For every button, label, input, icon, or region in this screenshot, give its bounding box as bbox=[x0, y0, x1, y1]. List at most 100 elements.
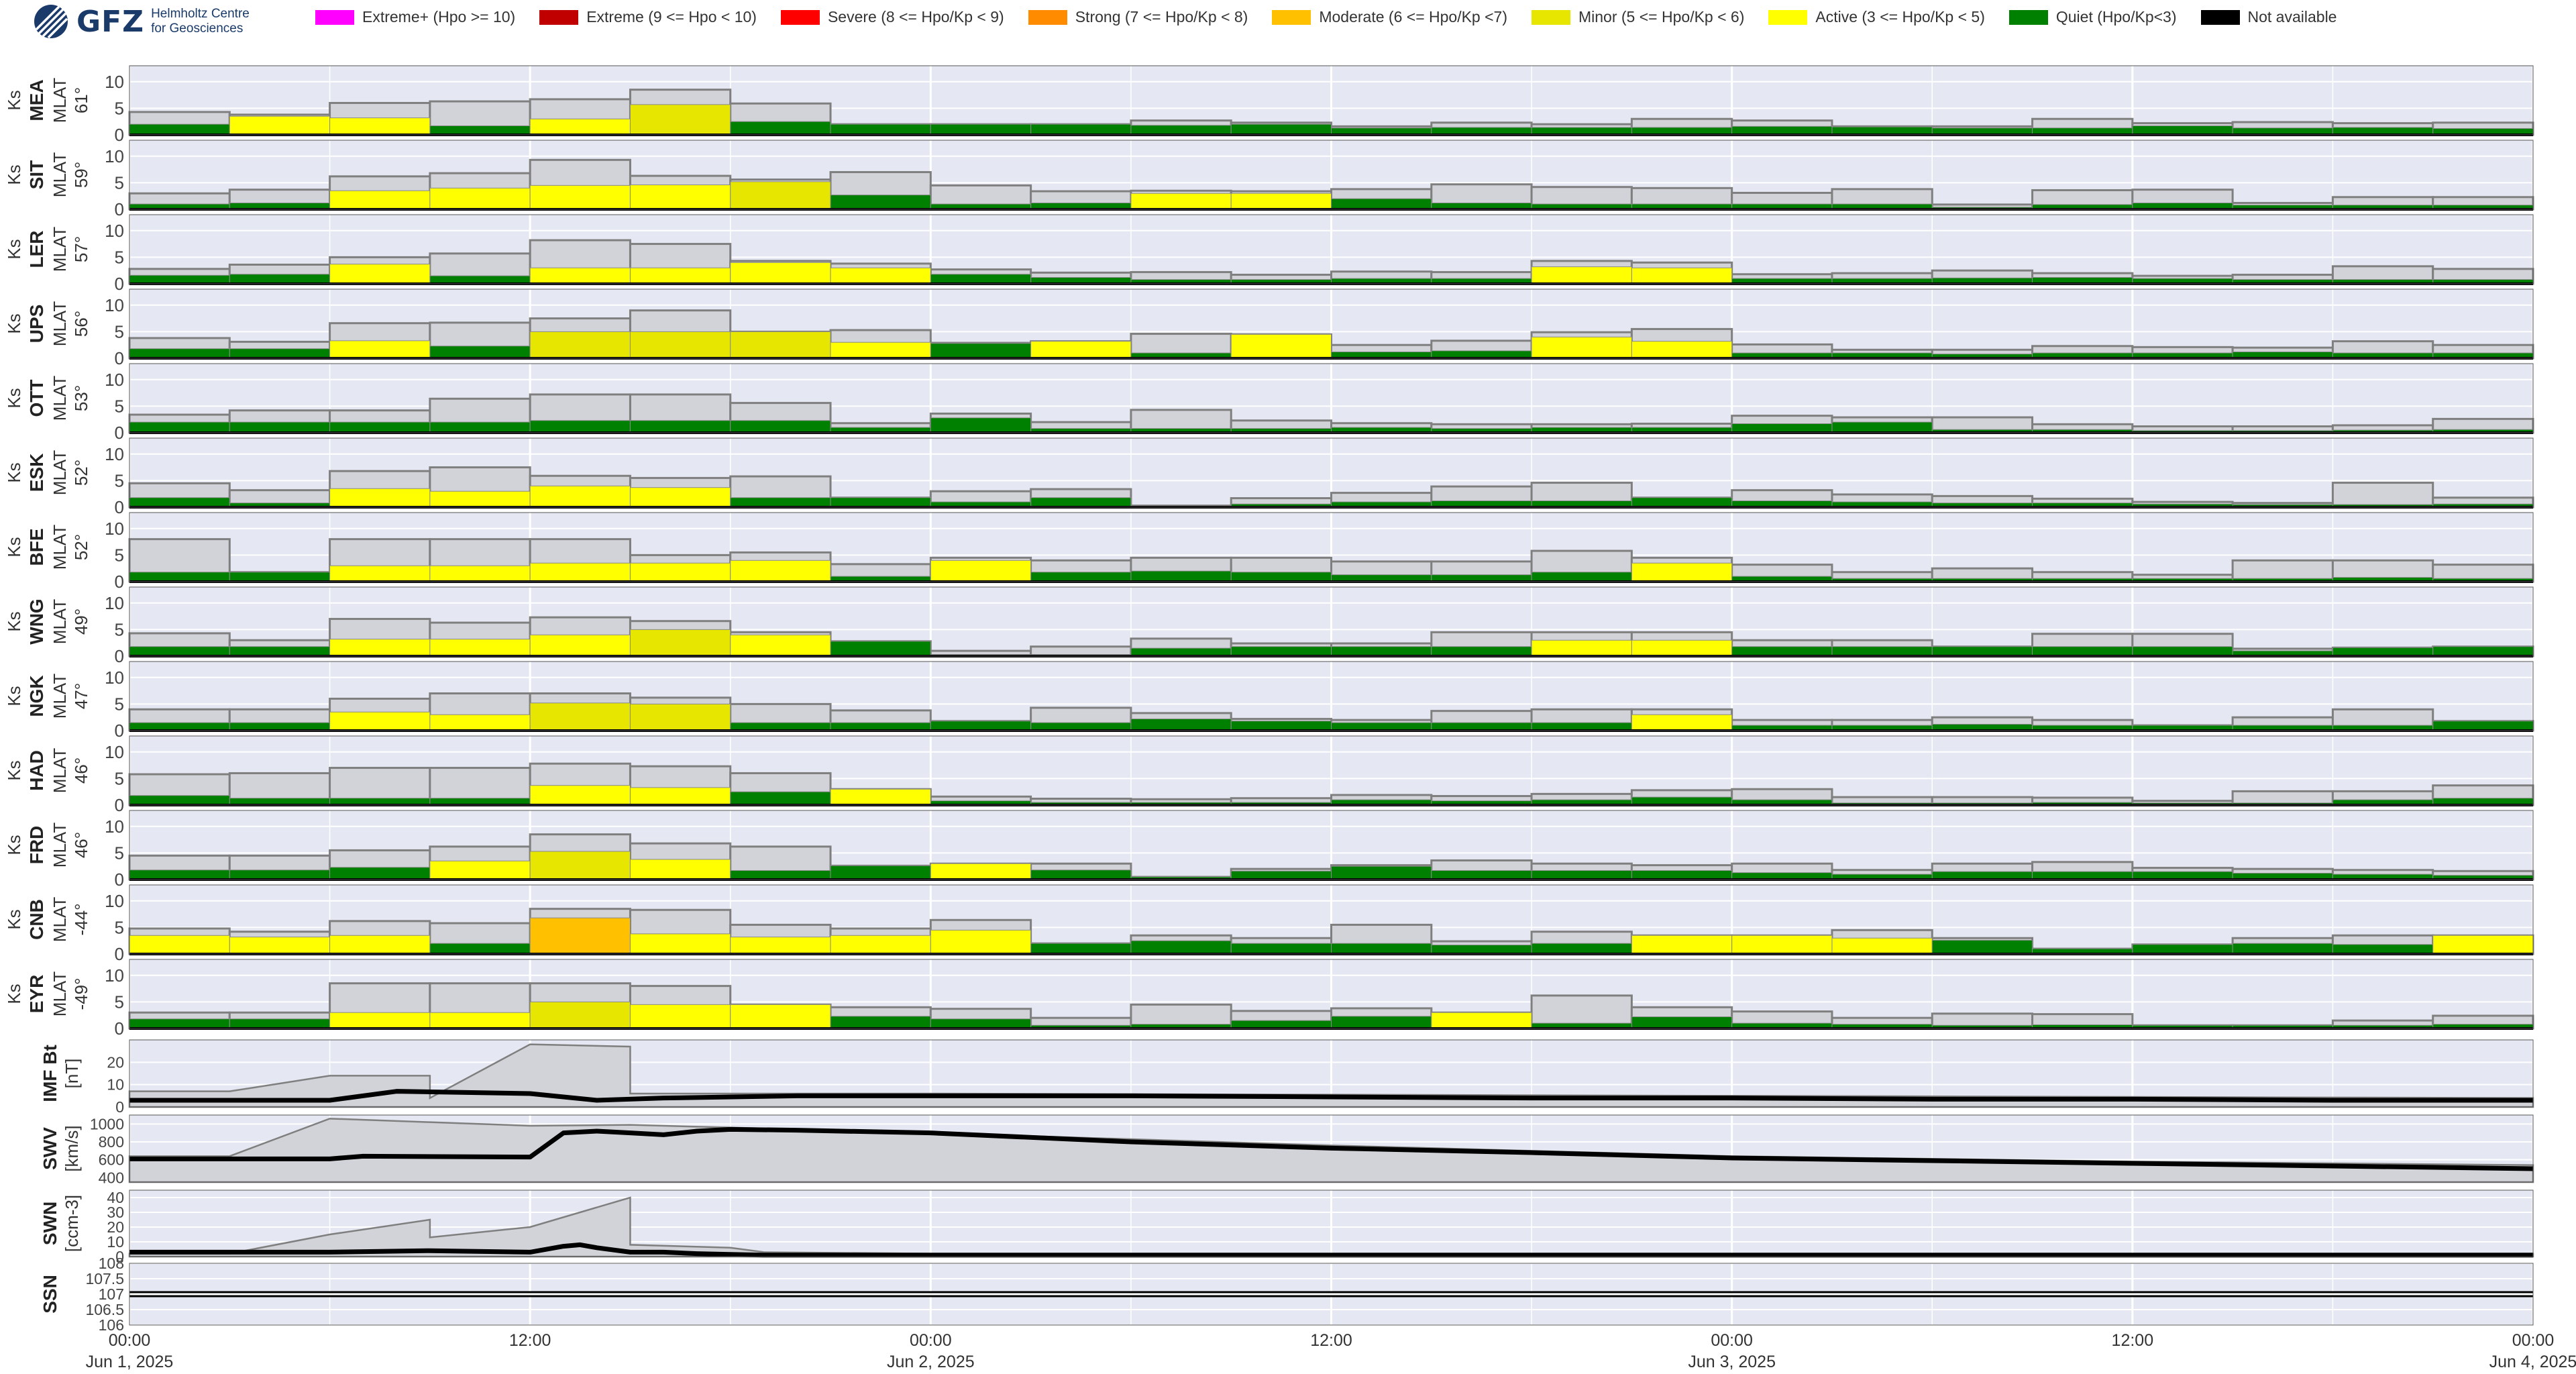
y-tick-label: 0 bbox=[115, 274, 124, 294]
legend-item[interactable]: Minor (5 <= Hpo/Kp < 6) bbox=[1532, 8, 1744, 26]
ks-bar bbox=[529, 1001, 631, 1029]
ks-bar bbox=[730, 420, 831, 433]
y-tick-label: 10 bbox=[105, 221, 124, 241]
y-tick-label: 800 bbox=[99, 1133, 124, 1151]
y-tick-label: 10 bbox=[105, 891, 124, 911]
gfz-globe-icon bbox=[34, 5, 68, 39]
ks-bar bbox=[2432, 935, 2534, 955]
legend-item[interactable]: Severe (8 <= Hpo/Kp < 9) bbox=[780, 8, 1004, 26]
ks-bar bbox=[429, 943, 531, 955]
ks-bar bbox=[730, 497, 831, 508]
ks-bar bbox=[830, 195, 931, 210]
y-tick-label: 107.5 bbox=[85, 1270, 124, 1287]
ks-bar bbox=[930, 863, 1032, 880]
legend-item[interactable]: Active (3 <= Hpo/Kp < 5) bbox=[1768, 8, 1985, 26]
station-panel-esk: 0 5 10 Ks ESK MLAT 52° bbox=[4, 437, 2534, 517]
y-tick-label: 10 bbox=[105, 816, 124, 837]
x-tick-label: 00:00 bbox=[910, 1331, 952, 1350]
mlat-label: MLAT bbox=[50, 823, 70, 868]
ks-bar bbox=[329, 340, 431, 359]
legend-item[interactable]: Extreme (9 <= Hpo < 10) bbox=[539, 8, 757, 26]
ks-bar bbox=[129, 935, 230, 955]
ks-bar bbox=[429, 1012, 531, 1029]
ks-bar bbox=[930, 123, 1032, 136]
y-tick-label: 107 bbox=[99, 1285, 124, 1303]
ks-bar bbox=[1931, 939, 2033, 955]
y-tick-label: 600 bbox=[99, 1151, 124, 1169]
ks-bar bbox=[629, 629, 731, 657]
y-tick-label: 10 bbox=[105, 444, 124, 464]
panel-border bbox=[129, 214, 2534, 284]
ks-bar bbox=[529, 420, 631, 433]
y-tick-label: 0 bbox=[115, 646, 124, 666]
ks-bar bbox=[1130, 193, 1232, 210]
y-tick-label: 20 bbox=[107, 1218, 124, 1236]
ks-bar bbox=[629, 859, 731, 880]
ks-bar bbox=[229, 572, 331, 582]
ks-bar bbox=[1030, 572, 1132, 582]
ks-bar bbox=[830, 123, 931, 136]
ks-bar bbox=[429, 187, 531, 210]
mlat-label: MLAT bbox=[50, 525, 70, 570]
logo-line-1: Helmholtz Centre bbox=[151, 7, 250, 21]
ks-bar bbox=[429, 421, 531, 433]
y-tick-label: 5 bbox=[115, 545, 124, 565]
legend-item[interactable]: Not available bbox=[2200, 8, 2337, 26]
y-tick-label: 0 bbox=[115, 125, 124, 145]
panel-border bbox=[129, 1263, 2534, 1326]
y-tick-label: 0 bbox=[115, 348, 124, 368]
legend-item[interactable]: Extreme+ (Hpo >= 10) bbox=[315, 8, 515, 26]
y-tick-label: 5 bbox=[115, 247, 124, 267]
ks-bar bbox=[1331, 198, 1432, 210]
y-tick-label: 10 bbox=[105, 593, 124, 613]
station-label: Ks LER MLAT 57° bbox=[4, 227, 91, 272]
station-code: EYR bbox=[26, 975, 47, 1014]
mlat-label: MLAT bbox=[50, 599, 70, 645]
ks-bar bbox=[529, 702, 631, 731]
ks-axis-label: Ks bbox=[4, 164, 24, 184]
mlat-value: 61° bbox=[71, 87, 91, 113]
mlat-label: MLAT bbox=[50, 376, 70, 421]
legend-item[interactable]: Quiet (Hpo/Kp<3) bbox=[2008, 8, 2177, 26]
mlat-value: 52° bbox=[71, 460, 91, 486]
ks-bar bbox=[830, 267, 931, 284]
y-tick-label: 40 bbox=[107, 1189, 124, 1206]
ks-bar bbox=[1831, 937, 1933, 955]
mlat-label: MLAT bbox=[50, 78, 70, 123]
ks-bar bbox=[129, 795, 230, 806]
panel-border bbox=[129, 363, 2534, 433]
station-panel-eyr: 0 5 10 Ks EYR MLAT -49° bbox=[4, 959, 2534, 1039]
ks-bar bbox=[229, 869, 331, 880]
panel-border bbox=[129, 288, 2534, 359]
ks-bar bbox=[730, 262, 831, 284]
solar-wind-panel-imf-bt: 0 10 20 IMF Bt [nT] bbox=[40, 1039, 2534, 1116]
ks-bar bbox=[1631, 870, 1733, 880]
station-label: Ks MEA MLAT 61° bbox=[4, 78, 91, 123]
ks-bar bbox=[529, 485, 631, 508]
y-tick-label: 10 bbox=[105, 519, 124, 539]
ks-axis-label: Ks bbox=[4, 537, 24, 557]
legend-swatch bbox=[315, 9, 354, 25]
ks-bar bbox=[1631, 341, 1733, 359]
legend-item[interactable]: Moderate (6 <= Hpo/Kp <7) bbox=[1272, 8, 1507, 26]
y-tick-label: 10 bbox=[105, 668, 124, 688]
legend-item[interactable]: Strong (7 <= Hpo/Kp < 8) bbox=[1028, 8, 1248, 26]
ks-bar bbox=[329, 488, 431, 508]
station-panel-ngk: 0 5 10 Ks NGK MLAT 47° bbox=[4, 661, 2534, 741]
ks-bar bbox=[1631, 714, 1733, 731]
station-code: BFE bbox=[26, 529, 47, 566]
mlat-value: 47° bbox=[71, 683, 91, 709]
ks-bar bbox=[830, 641, 931, 657]
mlat-label: MLAT bbox=[50, 971, 70, 1017]
ks-bar bbox=[830, 497, 931, 508]
ks-bar bbox=[1030, 497, 1132, 508]
mlat-label: MLAT bbox=[50, 674, 70, 719]
ks-bar bbox=[930, 343, 1032, 359]
station-label: Ks HAD MLAT 46° bbox=[4, 748, 91, 794]
y-tick-label: 0 bbox=[115, 199, 124, 219]
ks-bar bbox=[1331, 865, 1432, 880]
mlat-label: MLAT bbox=[50, 897, 70, 943]
gfz-logo[interactable]: GFZ Helmholtz Centre for Geosciences bbox=[32, 3, 250, 40]
ks-axis-label: Ks bbox=[4, 90, 24, 110]
